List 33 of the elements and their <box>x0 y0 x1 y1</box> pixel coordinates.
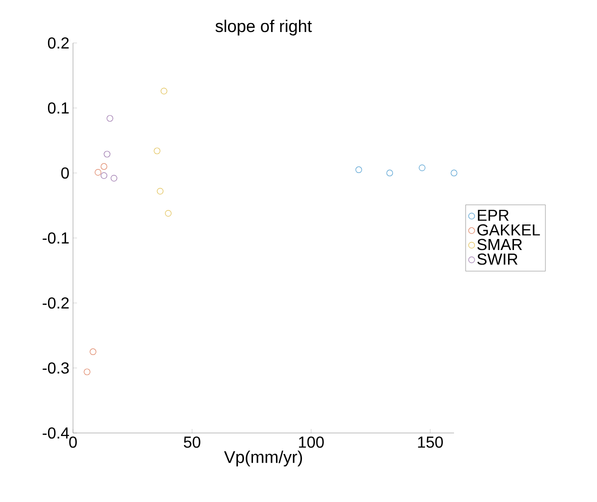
chart-title: slope of right <box>215 20 312 36</box>
point <box>156 188 164 194</box>
point <box>355 166 362 174</box>
y-tick-label: -0.4 <box>42 427 70 439</box>
legend-label: EPR <box>478 210 509 221</box>
point <box>90 348 96 356</box>
point <box>154 148 160 154</box>
point <box>450 170 458 176</box>
y-tick-label: 0.1 <box>48 102 69 114</box>
point <box>100 172 108 179</box>
y-tick-label: -0.2 <box>42 297 69 309</box>
point <box>104 150 110 158</box>
x-tick-label: 100 <box>299 436 324 448</box>
point <box>110 174 118 182</box>
point <box>94 169 102 176</box>
point <box>418 164 426 172</box>
legend-label: SWIR <box>477 254 518 265</box>
y-tick-label: 0 <box>61 167 69 179</box>
y-tick-label: 0.2 <box>48 37 69 49</box>
legend-label: GAKKEL <box>477 224 540 236</box>
point <box>160 88 168 94</box>
y-tick-label: -0.1 <box>42 232 69 244</box>
legend-label: SMAR <box>477 238 522 250</box>
x-tick-label: 0 <box>69 436 77 448</box>
point <box>164 210 172 217</box>
point <box>100 163 108 170</box>
point <box>84 368 90 376</box>
x-tick-label: 50 <box>184 436 200 448</box>
point <box>106 115 114 122</box>
point <box>386 170 394 176</box>
y-tick-label: -0.3 <box>42 362 69 374</box>
x-tick-label: 150 <box>418 436 443 448</box>
x-axis-title: Vp(mm/yr) <box>224 450 302 466</box>
